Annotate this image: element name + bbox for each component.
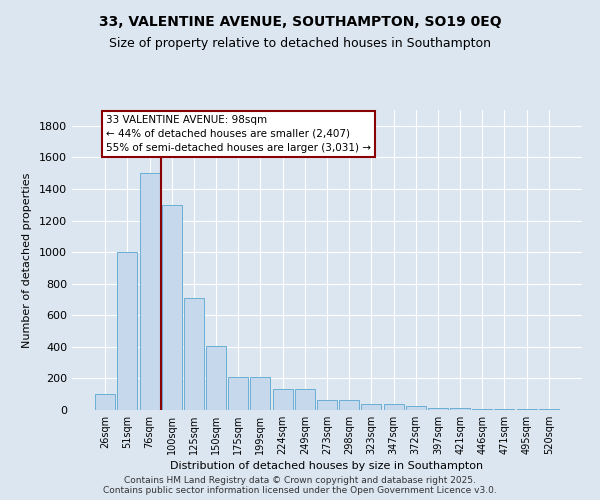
Bar — [472, 409, 492, 410]
Bar — [95, 394, 115, 410]
Bar — [428, 408, 448, 410]
X-axis label: Distribution of detached houses by size in Southampton: Distribution of detached houses by size … — [170, 461, 484, 471]
Bar — [272, 390, 293, 410]
Text: Contains HM Land Registry data © Crown copyright and database right 2025.
Contai: Contains HM Land Registry data © Crown c… — [103, 476, 497, 495]
Y-axis label: Number of detached properties: Number of detached properties — [22, 172, 32, 348]
Bar — [118, 252, 137, 410]
Bar — [295, 390, 315, 410]
Bar — [184, 298, 204, 410]
Text: 33, VALENTINE AVENUE, SOUTHAMPTON, SO19 0EQ: 33, VALENTINE AVENUE, SOUTHAMPTON, SO19 … — [98, 15, 502, 29]
Bar — [250, 377, 271, 410]
Bar — [206, 346, 226, 410]
Bar — [406, 406, 426, 410]
Bar — [339, 400, 359, 410]
Bar — [317, 400, 337, 410]
Bar — [517, 409, 536, 410]
Bar — [494, 409, 514, 410]
Text: 33 VALENTINE AVENUE: 98sqm
← 44% of detached houses are smaller (2,407)
55% of s: 33 VALENTINE AVENUE: 98sqm ← 44% of deta… — [106, 114, 371, 152]
Bar — [162, 204, 182, 410]
Bar — [450, 408, 470, 410]
Bar — [383, 404, 404, 410]
Bar — [539, 409, 559, 410]
Text: Size of property relative to detached houses in Southampton: Size of property relative to detached ho… — [109, 38, 491, 51]
Bar — [140, 173, 160, 410]
Bar — [361, 404, 382, 410]
Bar — [228, 377, 248, 410]
